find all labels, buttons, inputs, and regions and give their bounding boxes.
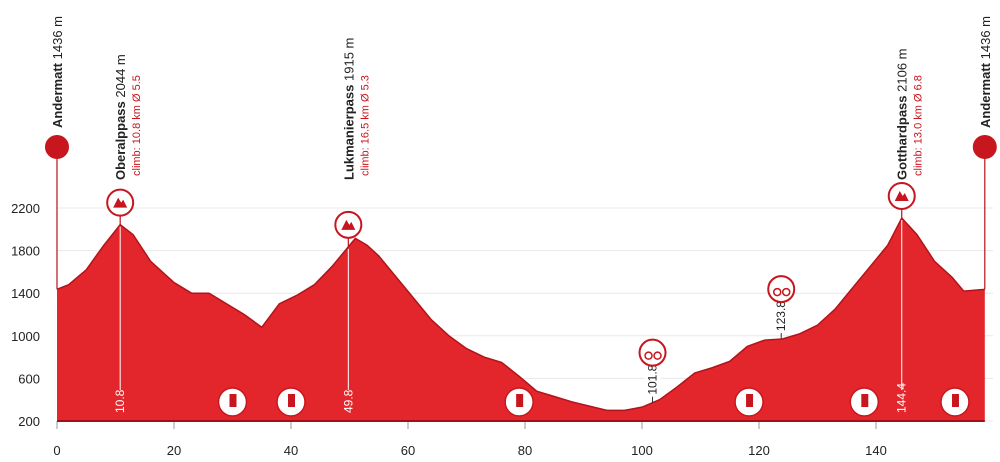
- place-label: Andermatt 1436 m: [978, 16, 993, 128]
- service-glyph: [746, 394, 754, 407]
- climb-info: climb: 10.8 km Ø 5.5: [131, 75, 143, 176]
- place-elevation: 2106 m: [895, 48, 910, 91]
- place-name: Lukmanierpass: [341, 85, 356, 180]
- town-icon: [972, 135, 997, 159]
- place-name: Gotthardpass: [895, 95, 910, 180]
- climb-info: climb: 13.0 km Ø 6.8: [913, 75, 925, 176]
- y-tick-label: 1000: [11, 329, 40, 344]
- x-tick-label: 40: [284, 443, 298, 458]
- climb-info: climb: 16.5 km Ø 5.3: [359, 75, 371, 176]
- service-glyph: [861, 394, 869, 407]
- km-label: 123.8: [774, 301, 788, 331]
- x-tick-label: 100: [631, 443, 653, 458]
- sprint-icon: [767, 275, 796, 304]
- area-fill: [57, 218, 985, 421]
- label-bg: [773, 297, 790, 334]
- wheel: [772, 287, 782, 297]
- x-tick-label: 20: [167, 443, 181, 458]
- service-glyph: [516, 394, 524, 407]
- place-name: Andermatt: [50, 62, 65, 128]
- profile-line: [56, 216, 985, 412]
- km-label: 144.4: [895, 383, 909, 413]
- km-label: 10.8: [113, 389, 127, 413]
- climb-glyph: [894, 191, 909, 202]
- climb-glyph: [341, 219, 356, 230]
- place-label: Gotthardpass 2106 m: [895, 48, 910, 180]
- wheel: [644, 351, 653, 360]
- km-label: 49.8: [341, 389, 355, 413]
- place-elevation: 1915 m: [341, 38, 356, 81]
- place-elevation: 1436 m: [50, 16, 65, 59]
- x-tick-label: 120: [748, 443, 770, 458]
- wheel: [653, 351, 662, 360]
- climb-glyph: [113, 197, 128, 208]
- y-tick-label: 1400: [11, 286, 40, 301]
- place-label: Oberalppass 2044 m: [113, 54, 128, 180]
- town-icon: [45, 135, 69, 159]
- x-tick-label: 60: [401, 443, 415, 458]
- place-label: Lukmanierpass 1915 m: [341, 38, 356, 180]
- y-tick-label: 1800: [11, 244, 40, 259]
- service-glyph: [951, 394, 959, 407]
- x-tick-label: 80: [518, 443, 532, 458]
- place-name: Oberalppass: [113, 101, 128, 180]
- service-glyph: [288, 394, 295, 407]
- label-bg: [644, 360, 661, 397]
- place-name: Andermatt: [978, 62, 993, 128]
- service-glyph: [229, 394, 237, 407]
- place-elevation: 1436 m: [978, 16, 993, 59]
- x-tick-label: 0: [53, 443, 60, 458]
- y-tick-label: 600: [18, 371, 40, 386]
- wheel: [781, 287, 791, 297]
- x-tick-label: 140: [865, 443, 887, 458]
- place-label: Andermatt 1436 m: [50, 16, 65, 128]
- y-tick-label: 2200: [11, 201, 40, 216]
- y-tick-label: 200: [18, 414, 40, 429]
- sprint-icon: [638, 338, 667, 367]
- place-elevation: 2044 m: [113, 54, 128, 97]
- km-label: 101.8: [646, 364, 660, 394]
